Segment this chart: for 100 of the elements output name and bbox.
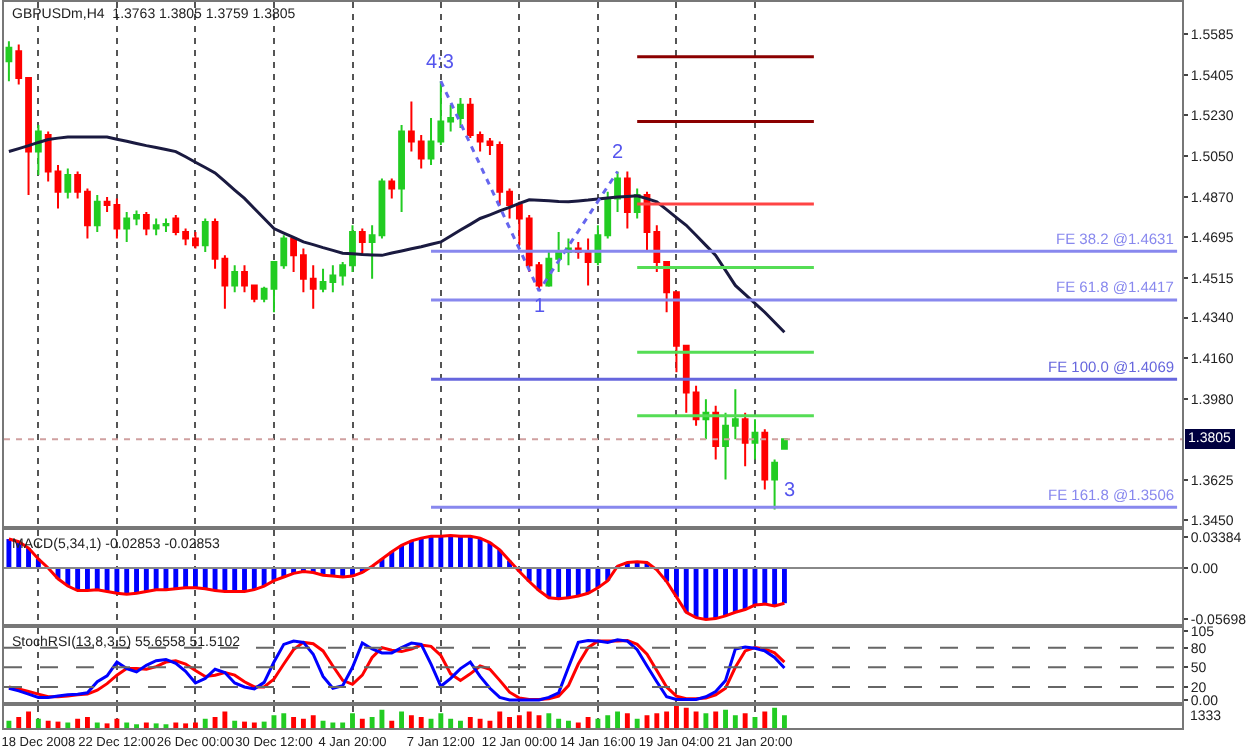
bar — [242, 567, 247, 592]
bar — [683, 707, 689, 728]
bar — [605, 715, 611, 728]
bar — [723, 709, 728, 728]
bar — [438, 713, 444, 728]
bar — [26, 711, 31, 728]
bar — [772, 567, 778, 606]
bar — [693, 711, 699, 728]
candlestick — [201, 217, 209, 253]
bar — [310, 715, 316, 728]
bar — [477, 538, 483, 568]
bar — [65, 722, 71, 728]
bar — [35, 718, 41, 728]
candlestick — [142, 210, 150, 237]
bar — [634, 718, 640, 728]
bar — [242, 721, 247, 728]
bar — [654, 713, 660, 728]
bar — [723, 567, 728, 616]
bar — [487, 542, 493, 568]
candlestick — [761, 428, 769, 491]
bar — [742, 713, 748, 728]
bar — [143, 567, 149, 592]
bar — [732, 567, 738, 613]
bar — [762, 711, 768, 728]
bar — [458, 720, 463, 728]
candlestick — [5, 40, 13, 83]
bar — [664, 711, 670, 728]
line-series — [439, 79, 620, 293]
bar — [713, 567, 719, 619]
bar — [526, 711, 532, 728]
bar — [467, 536, 473, 568]
bar — [575, 722, 581, 728]
bar — [202, 718, 208, 728]
bar — [742, 567, 748, 610]
bar — [222, 567, 228, 592]
candlestick — [398, 123, 405, 213]
bar — [566, 567, 571, 598]
bar — [399, 711, 405, 728]
bar — [94, 722, 100, 728]
bar — [173, 722, 179, 728]
annotation: 1 — [534, 296, 546, 318]
bar — [212, 717, 218, 728]
bar — [448, 718, 454, 728]
candlestick — [34, 123, 42, 176]
bar — [75, 718, 81, 728]
candlestick — [751, 418, 759, 461]
bar — [556, 567, 562, 599]
annotation: 3 — [784, 480, 796, 502]
bar — [713, 711, 719, 728]
bar — [143, 722, 149, 728]
bar — [6, 720, 12, 728]
candlestick — [93, 194, 101, 233]
bar — [124, 567, 130, 595]
bar — [781, 715, 787, 728]
bar — [458, 536, 463, 568]
bar — [330, 722, 336, 728]
bar — [693, 567, 699, 618]
bar — [350, 713, 355, 728]
bar — [438, 536, 444, 568]
bar — [546, 713, 552, 728]
bar — [340, 722, 346, 728]
candlestick — [64, 167, 72, 200]
bar — [45, 720, 51, 728]
annotation: 4:3 — [426, 52, 455, 74]
bar — [114, 718, 120, 728]
bar — [369, 717, 375, 728]
bar — [781, 567, 787, 604]
candlestick — [623, 170, 631, 230]
bar — [134, 567, 139, 594]
candlestick — [388, 177, 396, 200]
bar — [683, 567, 689, 613]
bar — [516, 715, 522, 728]
candlestick — [781, 438, 788, 451]
bar — [497, 711, 503, 728]
candlestick — [771, 458, 779, 511]
bar — [359, 718, 365, 728]
line-series — [7, 135, 786, 334]
bar — [84, 717, 90, 728]
line-series — [7, 533, 786, 621]
bar — [566, 720, 571, 728]
bar — [379, 709, 385, 728]
bar — [114, 567, 120, 594]
bar — [232, 567, 238, 592]
bar — [615, 711, 620, 728]
bar — [124, 722, 130, 728]
bar — [222, 711, 228, 728]
bar — [232, 720, 238, 728]
bar — [624, 713, 630, 728]
bar — [261, 721, 267, 728]
bar — [418, 538, 424, 568]
bar — [762, 567, 768, 605]
candlestick — [457, 97, 464, 130]
bar — [487, 720, 493, 728]
bar — [703, 567, 709, 620]
bar — [408, 715, 414, 728]
bar — [556, 718, 562, 728]
candlestick — [741, 411, 749, 468]
bar — [507, 717, 513, 728]
bar — [467, 717, 473, 728]
bar — [772, 707, 778, 728]
